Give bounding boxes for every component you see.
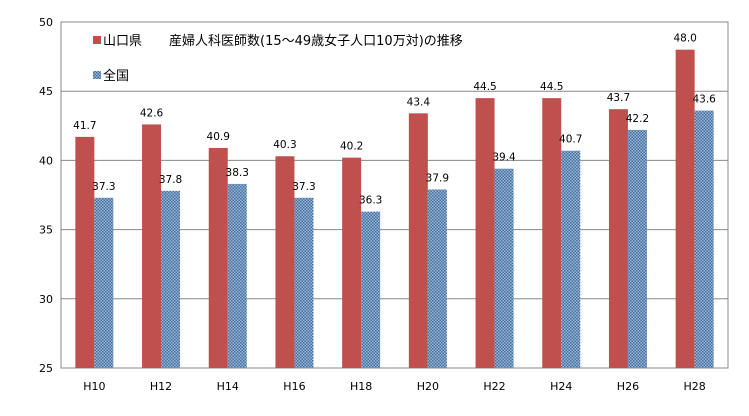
bar-yamaguchi bbox=[75, 136, 95, 368]
legend-swatch-yamaguchi bbox=[93, 36, 101, 44]
data-labels: 41.7 37.3 42.6 37.8 40.9 38.3 40.3 37.3 40.2 36.3… bbox=[73, 33, 716, 207]
x-tick-label: H28 bbox=[684, 380, 706, 393]
x-tick-label: H24 bbox=[550, 380, 572, 393]
data-label-yamaguchi: 42.6 bbox=[140, 107, 164, 119]
data-label-national: 40.7 bbox=[559, 134, 582, 146]
data-label-national: 37.3 bbox=[92, 181, 115, 193]
bar-yamaguchi bbox=[342, 157, 362, 368]
legend-swatch-national bbox=[93, 71, 101, 79]
data-label-national: 36.3 bbox=[359, 195, 382, 207]
data-label-yamaguchi: 40.9 bbox=[207, 131, 230, 143]
data-label-national: 37.3 bbox=[292, 181, 315, 193]
legend-label-yamaguchi: 山口県 bbox=[103, 34, 142, 49]
x-tick-label: H26 bbox=[617, 380, 639, 393]
bar-yamaguchi bbox=[542, 98, 562, 369]
bar-national bbox=[427, 189, 447, 368]
bar-national bbox=[161, 190, 181, 368]
x-tick-label: H10 bbox=[83, 380, 105, 393]
data-label-national: 42.2 bbox=[626, 113, 649, 125]
data-label-national: 39.4 bbox=[492, 152, 516, 164]
data-label-yamaguchi: 43.7 bbox=[607, 92, 630, 104]
x-tick-label: H20 bbox=[417, 380, 439, 393]
x-axis-ticks: H10 H12 H14 H16 H18 H20 H22 H24 H26 H28 bbox=[83, 380, 706, 393]
bar-national bbox=[694, 110, 714, 369]
bar-yamaguchi bbox=[475, 98, 495, 369]
data-label-national: 37.8 bbox=[159, 174, 182, 186]
data-label-yamaguchi: 44.5 bbox=[473, 81, 496, 93]
data-label-national: 38.3 bbox=[226, 167, 249, 179]
data-label-yamaguchi: 44.5 bbox=[540, 81, 563, 93]
data-label-national: 37.9 bbox=[426, 172, 449, 184]
y-tick-label: 45 bbox=[39, 85, 53, 98]
legend-label-national: 全国 bbox=[103, 68, 129, 84]
bar-yamaguchi bbox=[275, 156, 295, 368]
y-tick-label: 25 bbox=[39, 362, 53, 375]
bar-yamaguchi bbox=[608, 109, 628, 368]
y-tick-label: 30 bbox=[39, 293, 53, 306]
x-tick-label: H18 bbox=[350, 380, 372, 393]
bars bbox=[75, 49, 714, 369]
data-label-yamaguchi: 41.7 bbox=[73, 120, 96, 132]
data-label-yamaguchi: 43.4 bbox=[407, 96, 431, 108]
bar-yamaguchi bbox=[142, 124, 162, 368]
data-label-yamaguchi: 48.0 bbox=[673, 33, 696, 45]
bar-national bbox=[561, 150, 581, 368]
x-tick-label: H12 bbox=[150, 380, 172, 393]
bar-yamaguchi bbox=[675, 49, 695, 369]
bar-national bbox=[494, 168, 514, 368]
bar-national bbox=[627, 129, 647, 368]
x-tick-label: H16 bbox=[283, 380, 305, 393]
bar-national bbox=[361, 211, 381, 368]
x-tick-label: H22 bbox=[483, 380, 505, 393]
bar-national bbox=[227, 183, 247, 368]
data-label-national: 43.6 bbox=[692, 94, 716, 106]
legend: 山口県 産婦人科医師数(15～49歳女子人口10万対)の推移 全国 bbox=[93, 33, 463, 84]
data-label-yamaguchi: 40.2 bbox=[340, 141, 363, 153]
bar-yamaguchi bbox=[408, 113, 428, 369]
y-tick-label: 40 bbox=[39, 154, 53, 167]
bar-national bbox=[94, 197, 114, 368]
y-tick-label: 50 bbox=[39, 16, 53, 29]
y-tick-label: 35 bbox=[39, 224, 53, 237]
bar-yamaguchi bbox=[208, 147, 228, 368]
y-axis-ticks: 25 30 35 40 45 50 bbox=[39, 16, 53, 375]
data-label-yamaguchi: 40.3 bbox=[273, 139, 296, 151]
bar-national bbox=[294, 197, 314, 368]
legend-title: 産婦人科医師数(15～49歳女子人口10万対)の推移 bbox=[169, 33, 463, 49]
x-tick-label: H14 bbox=[217, 380, 239, 393]
